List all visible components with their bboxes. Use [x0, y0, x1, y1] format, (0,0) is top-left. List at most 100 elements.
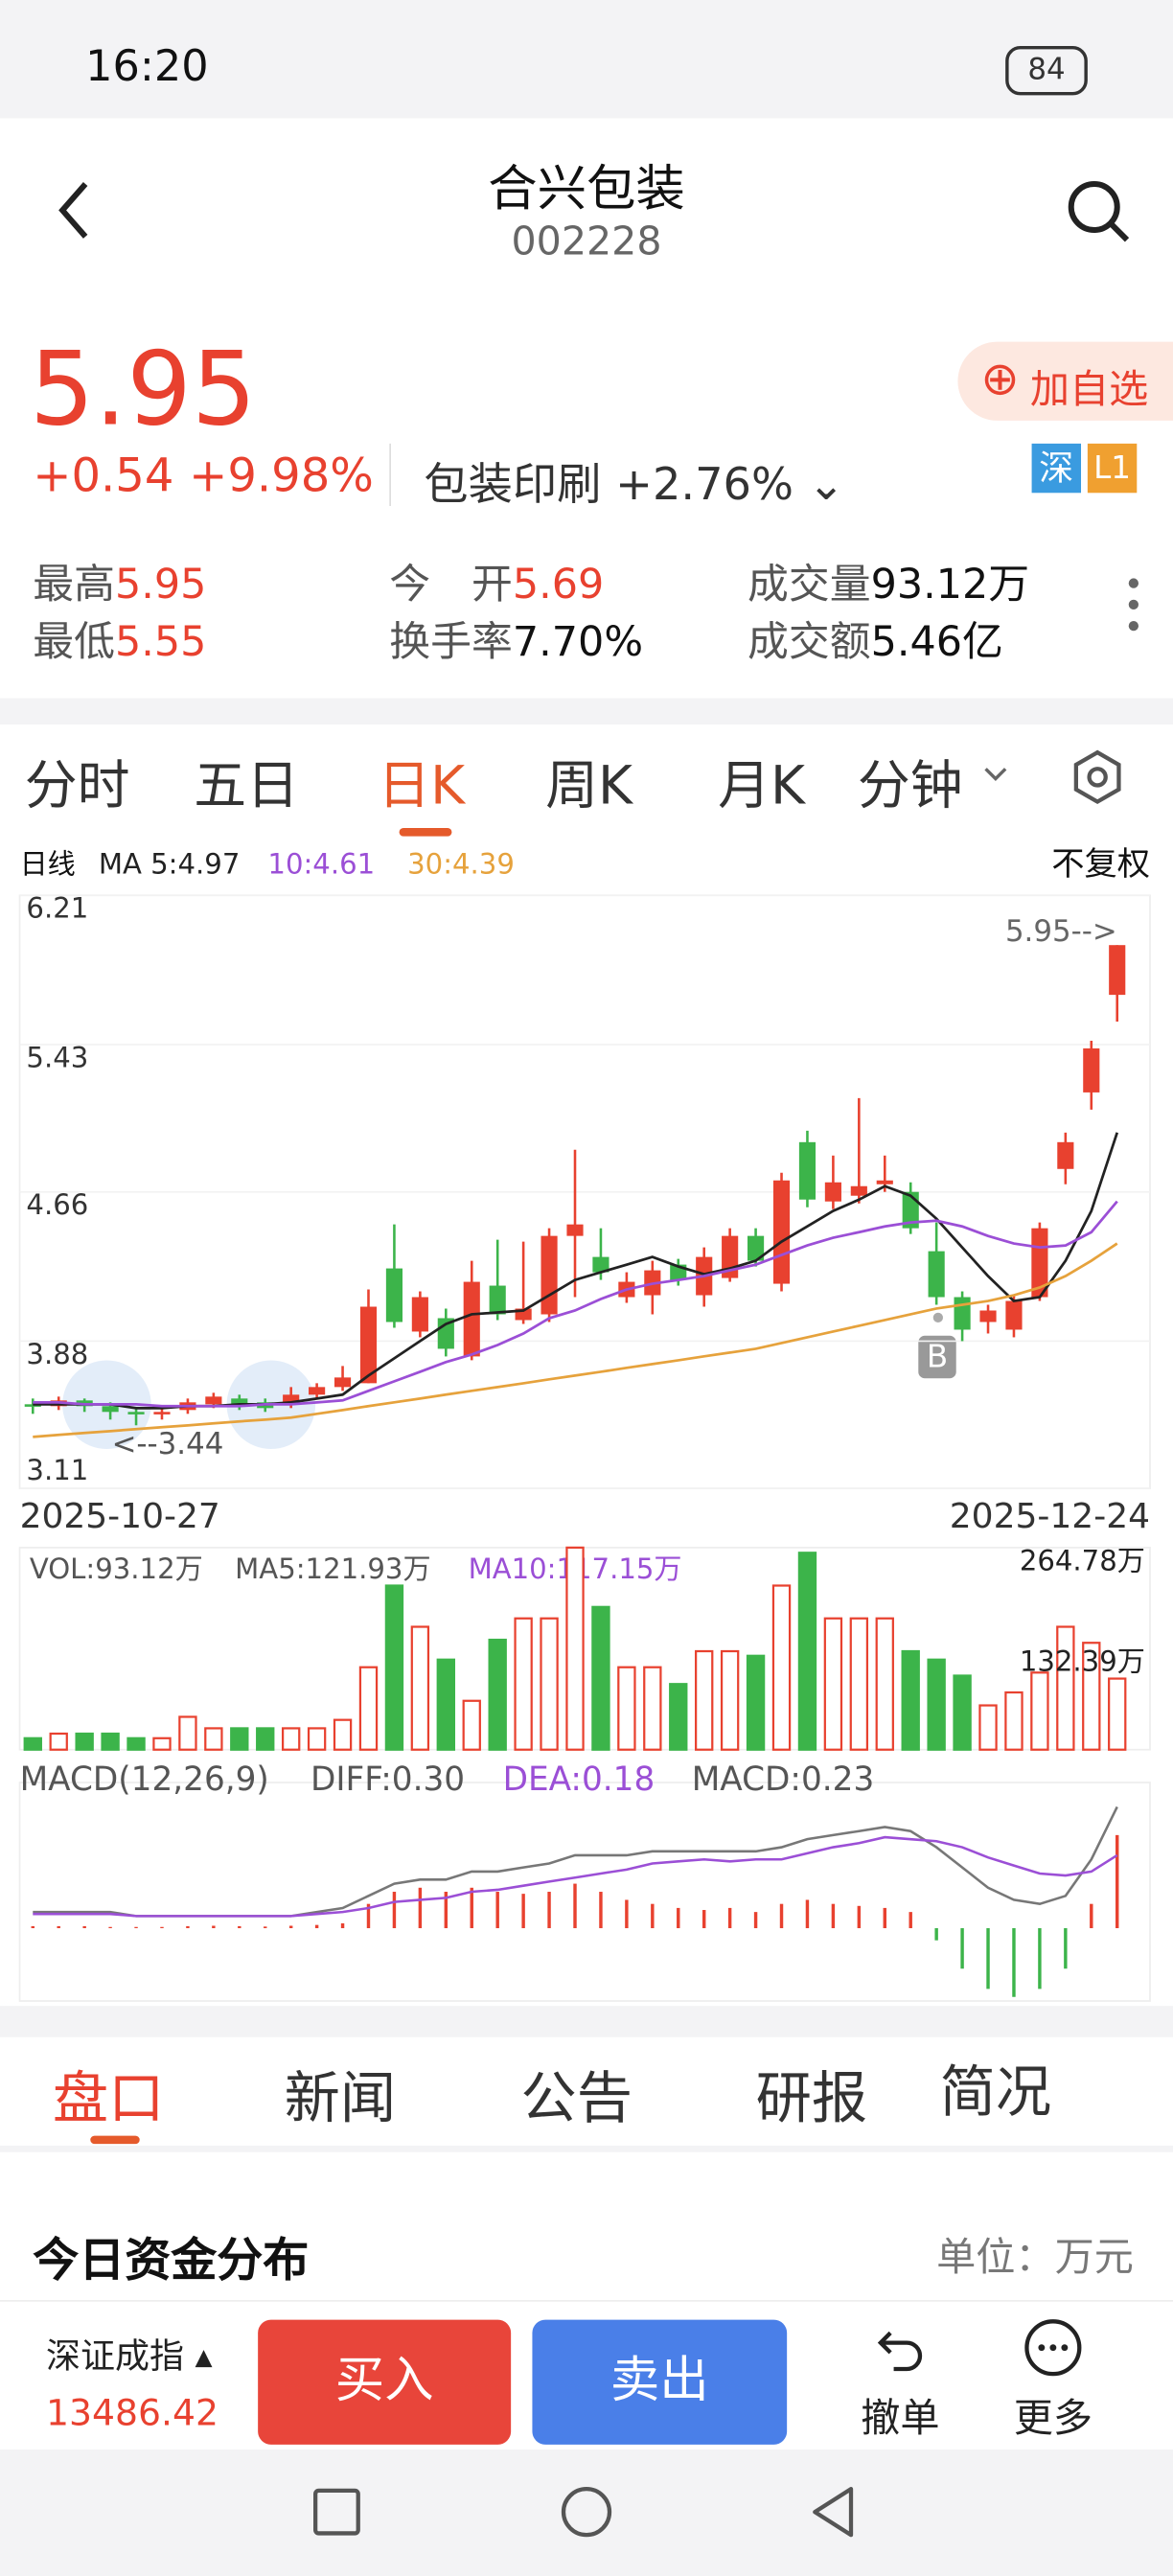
tab[interactable]: 月K	[718, 753, 806, 817]
index-label: 深证成指	[46, 2335, 185, 2376]
tab[interactable]: 分时	[24, 753, 130, 817]
volume-bar	[565, 1546, 585, 1751]
volume-bar	[281, 1727, 301, 1751]
candle-body	[411, 1297, 428, 1332]
bottom-tab[interactable]: 简况	[939, 2059, 1052, 2127]
stat-value: 5.95	[115, 560, 207, 609]
candle-body	[1083, 1048, 1100, 1092]
stock-name: 合兴包装	[488, 161, 685, 219]
kline-chart: 日线 不复权 2025-10-27 2025-12-24 5.95--> <--…	[18, 845, 1151, 2002]
candle-body	[979, 1310, 997, 1322]
buy-button[interactable]: 买入	[258, 2319, 512, 2445]
volume-legend: MA5:121.93万	[235, 1552, 430, 1585]
tab[interactable]: 五日	[194, 753, 300, 817]
candle-body	[928, 1251, 945, 1298]
bottom-tab-active[interactable]: 盘口	[52, 2066, 165, 2133]
change: +0.54	[33, 448, 174, 503]
candle-body	[463, 1281, 480, 1357]
candle-body	[359, 1306, 378, 1384]
candle-body	[153, 1412, 171, 1414]
stat-label: 成交量	[748, 560, 871, 609]
volume-bar	[1082, 1642, 1101, 1751]
volume-bar	[75, 1732, 94, 1751]
undo-button[interactable]: 撤单	[861, 2395, 940, 2442]
candle-body	[876, 1180, 893, 1184]
nav-back[interactable]	[813, 2487, 854, 2538]
sector-name: 包装印刷	[424, 460, 602, 512]
candle-body	[748, 1235, 765, 1261]
candle-body	[127, 1412, 145, 1414]
more-button[interactable]: 更多	[1013, 2395, 1093, 2442]
section-title: 今日资金分布	[33, 2232, 310, 2288]
stat-value: 5.46亿	[870, 617, 1003, 666]
back-button[interactable]	[49, 177, 98, 243]
nav-bar	[313, 2487, 854, 2538]
bottom-tab[interactable]: 新闻	[284, 2066, 397, 2133]
stock-code: 002228	[511, 218, 662, 265]
volume-bar	[1004, 1690, 1024, 1751]
sector[interactable]: 包装印刷 +2.76% ⌄	[424, 460, 845, 512]
marker-box[interactable]	[918, 1335, 956, 1379]
volume-bar	[720, 1649, 740, 1751]
sell-button[interactable]: 卖出	[532, 2319, 788, 2445]
candle-body	[515, 1308, 532, 1321]
volume-bar	[849, 1617, 869, 1751]
price: 5.95	[29, 328, 257, 449]
change-pct: +9.98%	[189, 448, 374, 503]
volume-bar	[1108, 1677, 1127, 1751]
volume-bar	[178, 1715, 197, 1751]
more-dots[interactable]	[1120, 575, 1146, 634]
search-button[interactable]	[1065, 177, 1134, 246]
volume-bar	[152, 1736, 172, 1751]
nav-home[interactable]	[561, 2487, 612, 2538]
volume-bar	[978, 1704, 998, 1751]
candle-body	[385, 1268, 403, 1322]
tab[interactable]: 分钟	[857, 753, 963, 817]
ma-line	[33, 1200, 1118, 1408]
candle-body	[798, 1141, 816, 1200]
volume-bar	[384, 1584, 404, 1751]
volume-bar	[462, 1699, 481, 1751]
volume-tick-label: 264.78万	[1020, 1544, 1145, 1576]
tab-indicator	[399, 828, 452, 837]
volume-bar	[695, 1649, 714, 1751]
macd-legend: MACD(12,26,9)	[20, 1760, 269, 1799]
volume-bar	[643, 1666, 662, 1751]
stat-value: 5.55	[115, 617, 207, 666]
candle-body	[772, 1180, 791, 1284]
stat-label: 最高	[33, 560, 116, 609]
marker-dot	[932, 1312, 944, 1323]
more-icon	[1024, 2319, 1082, 2377]
volume-frame	[18, 1547, 1151, 1751]
candle-body	[205, 1396, 222, 1405]
index-value: 13486.42	[46, 2393, 218, 2435]
tab[interactable]: 周K	[545, 753, 633, 817]
volume-bar	[23, 1736, 42, 1751]
ma-legend: 30:4.39	[407, 847, 515, 880]
stat-label: 成交额	[748, 617, 871, 666]
stat-value: 7.70%	[512, 617, 644, 666]
macd-frame	[18, 1782, 1151, 2002]
adjust-label[interactable]: 不复权	[1051, 845, 1150, 884]
candle-body	[102, 1406, 119, 1413]
candle-body	[1109, 945, 1126, 996]
tab-active[interactable]: 日K	[378, 753, 466, 817]
index-name[interactable]: 深证成指 ▴	[46, 2335, 213, 2376]
stat-value: 93.12万	[870, 560, 1030, 609]
section-unit: 单位：万元	[936, 2234, 1134, 2281]
volume-bar	[410, 1625, 430, 1751]
bottom-tab[interactable]: 公告	[520, 2066, 633, 2133]
add-watchlist[interactable]: ⊕ 加自选	[957, 341, 1173, 421]
macd-legend: MACD:0.23	[692, 1760, 875, 1799]
nav-recent[interactable]	[313, 2488, 360, 2536]
y-tick-label: 6.21	[26, 892, 88, 925]
candle-body	[231, 1398, 248, 1407]
settings[interactable]	[1068, 748, 1127, 807]
volume-bar	[333, 1718, 353, 1751]
candle-body	[850, 1185, 867, 1196]
candle-body	[489, 1285, 506, 1315]
volume-bar	[953, 1674, 972, 1751]
volume-bar	[436, 1658, 455, 1751]
bottom-tab[interactable]: 研报	[755, 2066, 868, 2133]
